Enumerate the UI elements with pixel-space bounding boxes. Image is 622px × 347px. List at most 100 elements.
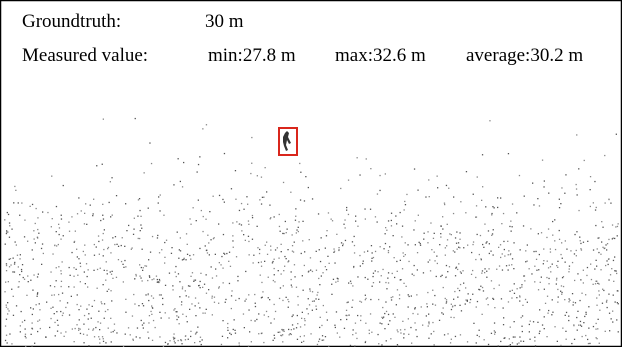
cloud-point [25,336,26,337]
cloud-point [440,276,441,277]
cloud-point [510,253,511,254]
cloud-point [137,327,138,328]
cloud-point [298,231,299,232]
cloud-point [62,293,63,294]
cloud-point [443,287,444,288]
cloud-point [511,231,512,232]
cloud-point [421,306,422,307]
cloud-point [219,286,220,287]
cloud-point [108,289,109,290]
cloud-point [522,315,523,316]
cloud-point [295,208,296,209]
cloud-point [283,329,284,330]
cloud-point [112,278,113,279]
cloud-point [188,285,189,286]
cloud-point [294,242,295,243]
cloud-point [165,312,166,313]
cloud-point [593,326,594,327]
cloud-point [140,277,141,278]
cloud-point [486,277,487,278]
cloud-point [361,302,362,303]
cloud-point [548,278,549,279]
cloud-point [342,245,343,246]
cloud-point [116,244,117,245]
cloud-point [63,185,64,186]
cloud-point [235,300,236,301]
cloud-point [189,309,190,310]
cloud-point [494,334,495,335]
cloud-point [74,341,75,342]
cloud-point [451,304,452,305]
cloud-point [32,249,33,250]
cloud-point [569,268,570,269]
cloud-point [287,261,288,262]
cloud-point [503,317,504,318]
cloud-point [151,295,152,296]
cloud-point [287,299,288,300]
cloud-point [98,311,99,312]
cloud-point [493,288,494,289]
cloud-point [587,241,588,242]
cloud-point [520,287,521,288]
cloud-point [266,311,267,312]
cloud-point [542,324,543,325]
cloud-point [511,297,512,298]
cloud-point [231,295,232,296]
cloud-point [161,294,162,295]
cloud-point [417,269,418,270]
cloud-point [78,309,79,310]
cloud-point [550,271,551,272]
measured-max: max:32.6 m [335,45,426,66]
cloud-point [338,250,339,251]
cloud-point [259,249,260,250]
cloud-point [297,339,298,340]
cloud-point [406,286,407,287]
cloud-point [133,294,134,295]
cloud-point [221,344,222,345]
cloud-point [294,276,295,277]
cloud-point [14,271,15,272]
cloud-point [557,302,558,303]
cloud-point [255,303,256,304]
cloud-point [180,250,181,251]
cloud-point [610,203,611,204]
cloud-point [400,329,401,330]
cloud-point [133,234,134,235]
cloud-point [206,309,207,310]
cloud-point [54,313,55,314]
cloud-point [252,239,253,240]
cloud-point [288,301,289,302]
cloud-point [571,343,572,344]
cloud-point [182,286,183,287]
cloud-point [345,240,346,241]
cloud-point [596,305,597,306]
cloud-point [602,303,603,304]
cloud-point [77,304,78,305]
cloud-point [308,187,309,188]
cloud-point [77,275,78,276]
cloud-point [9,222,10,223]
cloud-point [432,304,433,305]
cloud-point [38,233,39,234]
cloud-point [612,238,613,239]
cloud-point [308,313,309,314]
cloud-point [394,317,395,318]
cloud-point [436,256,437,257]
cloud-point [448,188,449,189]
cloud-point [346,310,347,311]
cloud-point [125,312,126,313]
cloud-point [274,274,275,275]
cloud-point [392,273,393,274]
cloud-point [116,332,117,333]
cloud-point [27,241,28,242]
cloud-point [225,302,226,303]
cloud-point [327,319,328,320]
cloud-point [94,244,95,245]
cloud-point [248,224,249,225]
cloud-point [270,246,271,247]
cloud-point [88,345,89,346]
cloud-point [139,337,140,338]
cloud-point [194,342,195,343]
cloud-point [178,317,179,318]
cloud-point [602,227,603,228]
